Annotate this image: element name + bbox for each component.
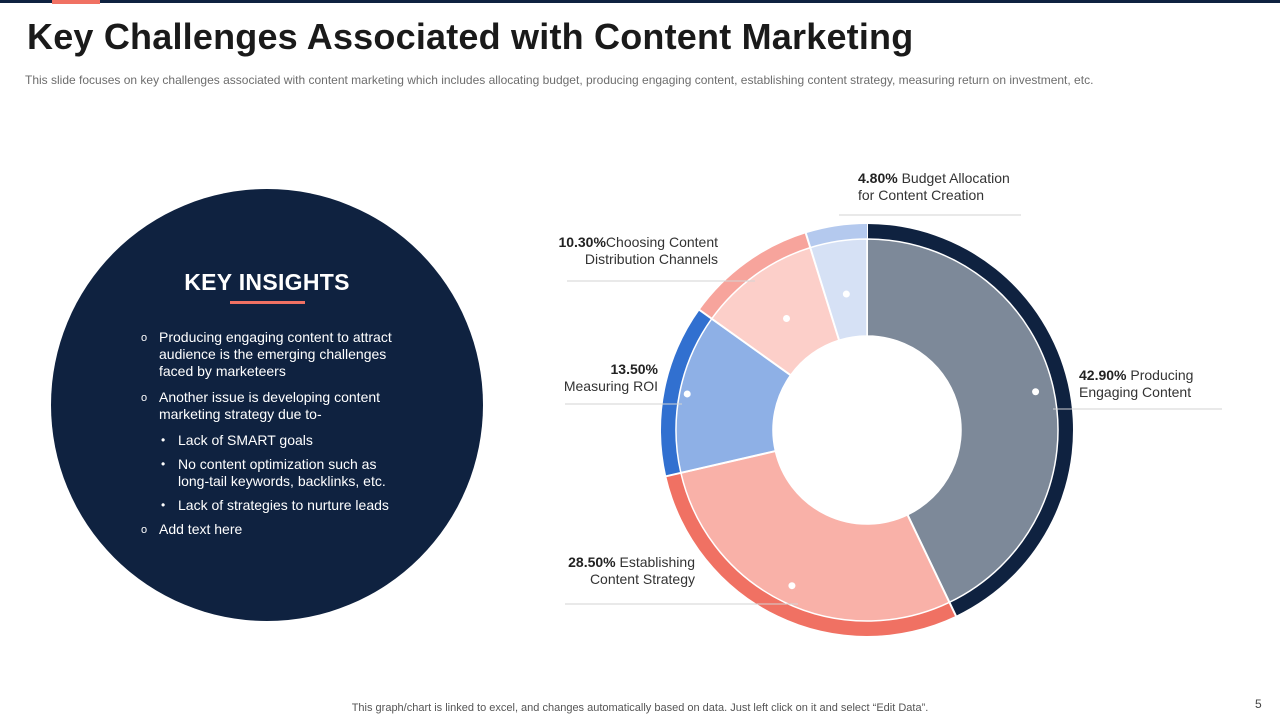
dot-bullet-icon: • (161, 433, 166, 447)
slice-label: 28.50% Establishing (568, 554, 695, 570)
key-insights-underline (230, 301, 305, 304)
slice-percent: 13.50% (611, 361, 659, 377)
slice-percent: 10.30% (558, 234, 606, 250)
slice-label-line: Measuring ROI (564, 378, 658, 394)
insight-text: Lack of strategies to nurture leads (178, 497, 389, 513)
label-dot (788, 582, 796, 590)
donut-slice (679, 450, 951, 622)
slide-title: Key Challenges Associated with Content M… (27, 16, 914, 57)
donut-ring-segment (666, 472, 956, 636)
slice-label-line: Distribution Channels (585, 251, 718, 267)
slice-separator (906, 514, 958, 618)
insight-text: Another issue is developing content mark… (159, 389, 381, 422)
insight-item: o Another issue is developing content mar… (141, 389, 411, 423)
insight-text: Add text here (159, 521, 243, 537)
insight-item: o Add text here (141, 521, 411, 538)
slice-label-line: Choosing Content (606, 234, 718, 250)
circle-bullet-icon: o (141, 392, 148, 404)
donut-slice (866, 238, 1059, 604)
key-insights-circle: KEY INSIGHTS o Producing engaging content… (51, 189, 483, 621)
footer-note: This graph/chart is linked to excel, and… (351, 702, 929, 714)
slice-label: 10.30%Choosing Content (558, 234, 718, 250)
page-number: 5 (1255, 697, 1262, 711)
slice-separator (698, 308, 792, 377)
insights-list: o Producing engaging content to attract a… (141, 329, 411, 547)
slice-label-line: Budget Allocation (898, 170, 1010, 186)
slice-label-line: Engaging Content (1079, 384, 1191, 400)
donut-slice (809, 238, 868, 342)
donut-ring-segment (699, 233, 811, 319)
key-insights-title: KEY INSIGHTS (184, 269, 350, 295)
donut-slice (675, 317, 792, 474)
insight-subitem: • Lack of strategies to nurture leads (141, 497, 411, 514)
slice-label-line: Producing (1126, 367, 1193, 383)
insight-text: No content optimization such as long-tai… (178, 456, 386, 489)
donut-ring-segment (805, 224, 867, 249)
slice-label: 4.80% Budget Allocation (858, 170, 1010, 186)
donut-ring-segment (661, 309, 713, 477)
slice-separator (665, 450, 776, 478)
insight-item: o Producing engaging content to attract a… (141, 329, 411, 380)
label-dot (842, 290, 850, 298)
slice-percent: 28.50% (568, 554, 616, 570)
dot-bullet-icon: • (161, 457, 166, 471)
slice-percent: 4.80% (858, 170, 898, 186)
slice-label-line: Establishing (616, 554, 695, 570)
slice-separator (804, 232, 841, 341)
insight-text: Producing engaging content to attract au… (159, 329, 392, 379)
insight-subitem: • Lack of SMART goals (141, 432, 411, 449)
top-bar-accent (52, 0, 100, 4)
slice-label-line: for Content Creation (858, 187, 984, 203)
slide-subtitle: This slide focuses on key challenges ass… (25, 73, 1094, 87)
slice-label: 42.90% Producing (1079, 367, 1193, 383)
label-dot (683, 390, 691, 398)
insight-subitem: • No content optimization such as long-ta… (141, 456, 411, 490)
top-bar (0, 0, 1280, 3)
insight-text: Lack of SMART goals (178, 432, 313, 448)
slice-label: 13.50% (611, 361, 659, 377)
slice-percent: 42.90% (1079, 367, 1127, 383)
label-dot (783, 314, 791, 322)
circle-bullet-icon: o (141, 332, 148, 344)
label-dot (1032, 388, 1040, 396)
dot-bullet-icon: • (161, 498, 166, 512)
circle-bullet-icon: o (141, 524, 148, 536)
slice-label-line: Content Strategy (590, 571, 695, 587)
